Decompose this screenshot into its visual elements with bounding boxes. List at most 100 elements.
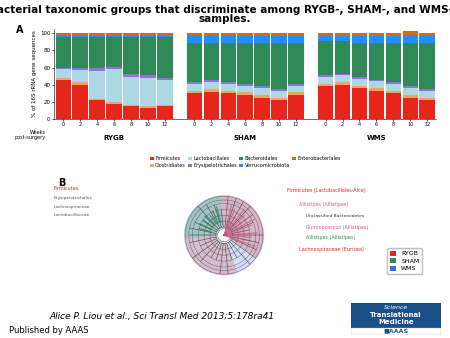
Bar <box>318 84 333 87</box>
Polygon shape <box>184 195 264 275</box>
Bar <box>123 35 139 37</box>
Bar <box>220 84 236 91</box>
Text: SHAM: SHAM <box>234 135 257 141</box>
Bar <box>271 37 287 43</box>
Text: samples.: samples. <box>199 14 251 24</box>
Bar <box>55 35 71 37</box>
Bar <box>157 78 173 80</box>
Bar <box>220 37 236 43</box>
Bar <box>419 100 435 119</box>
Text: ■AAAS: ■AAAS <box>383 329 409 334</box>
Bar <box>254 43 270 87</box>
Bar <box>238 33 253 37</box>
Bar <box>106 37 122 67</box>
Text: Firmicutes (Lactobacillales-Alce): Firmicutes (Lactobacillales-Alce) <box>287 188 366 193</box>
Text: Lactobacillaceae: Lactobacillaceae <box>54 213 90 217</box>
Bar <box>318 75 333 77</box>
Text: Science: Science <box>384 305 408 310</box>
Bar <box>386 82 401 84</box>
Bar <box>335 74 350 75</box>
Bar <box>386 33 401 37</box>
Bar <box>204 82 219 89</box>
Bar <box>254 33 270 37</box>
Bar <box>419 91 435 98</box>
Legend: RYGB, SHAM, WMS: RYGB, SHAM, WMS <box>387 248 422 274</box>
Bar <box>204 89 219 92</box>
Bar <box>238 43 253 84</box>
Text: Lachnospiraceae (Eurisea): Lachnospiraceae (Eurisea) <box>299 247 364 252</box>
Bar <box>369 81 384 88</box>
Polygon shape <box>184 235 238 275</box>
Bar <box>254 88 270 95</box>
Bar <box>402 98 418 119</box>
Bar <box>335 41 350 74</box>
Bar <box>288 43 304 84</box>
Bar <box>140 106 156 108</box>
Bar <box>352 43 367 77</box>
Bar <box>288 84 304 86</box>
Bar <box>318 87 333 119</box>
FancyBboxPatch shape <box>351 328 441 335</box>
Bar <box>402 95 418 98</box>
Bar <box>106 104 122 119</box>
Bar <box>288 86 304 93</box>
Bar <box>204 92 219 119</box>
Bar <box>140 37 156 75</box>
Bar <box>123 106 139 119</box>
Bar <box>140 35 156 37</box>
Bar <box>369 37 384 43</box>
Bar <box>254 87 270 88</box>
Legend: Firmicutes, Clostridiates, Lactobacillales, Erysipelotrichales, Bacteroidales, V: Firmicutes, Clostridiates, Lactobacillal… <box>150 156 341 168</box>
Bar <box>55 68 71 69</box>
Bar <box>369 33 384 37</box>
Bar <box>90 35 105 37</box>
Bar <box>402 31 418 35</box>
FancyBboxPatch shape <box>351 303 441 328</box>
Bar <box>140 33 156 35</box>
Bar <box>288 33 304 37</box>
Bar <box>369 91 384 119</box>
Polygon shape <box>184 195 224 239</box>
Bar <box>106 33 122 35</box>
Text: Fig. 4 Bacterial taxonomic groups that discriminate among RYGB-, SHAM-, and WMS-: Fig. 4 Bacterial taxonomic groups that d… <box>0 5 450 15</box>
Bar <box>335 37 350 41</box>
Bar <box>254 98 270 119</box>
Bar <box>318 41 333 75</box>
Bar <box>157 37 173 78</box>
Text: Lachnospiraceae: Lachnospiraceae <box>54 205 90 209</box>
Text: Firmicutes: Firmicutes <box>54 186 79 191</box>
Bar <box>106 35 122 37</box>
Bar <box>369 43 384 79</box>
Bar <box>220 91 236 93</box>
Bar <box>157 104 173 106</box>
Bar <box>90 71 105 99</box>
Bar <box>369 88 384 91</box>
Bar <box>123 74 139 77</box>
Bar <box>352 79 367 86</box>
Bar <box>288 37 304 43</box>
Bar <box>352 86 367 88</box>
Bar <box>254 95 270 98</box>
Bar <box>271 33 287 37</box>
Bar <box>335 75 350 82</box>
Bar <box>72 70 88 82</box>
Text: Translational: Translational <box>370 312 422 317</box>
Bar <box>157 33 173 35</box>
Bar <box>335 33 350 37</box>
Bar <box>123 104 139 106</box>
Bar <box>271 100 287 119</box>
Bar <box>238 84 253 86</box>
Text: WMS: WMS <box>367 135 386 141</box>
Bar <box>123 33 139 35</box>
Bar <box>238 95 253 119</box>
Bar <box>72 82 88 85</box>
Bar <box>187 33 202 37</box>
Bar <box>157 106 173 119</box>
Text: Allistipes (Allistipes): Allistipes (Allistipes) <box>306 235 356 240</box>
Bar <box>352 77 367 79</box>
Text: Alice P. Liou et al., Sci Transl Med 2013;5:178ra41: Alice P. Liou et al., Sci Transl Med 201… <box>50 312 274 321</box>
Bar <box>55 69 71 78</box>
Text: A: A <box>16 25 23 35</box>
Bar <box>318 33 333 37</box>
Polygon shape <box>218 229 230 242</box>
